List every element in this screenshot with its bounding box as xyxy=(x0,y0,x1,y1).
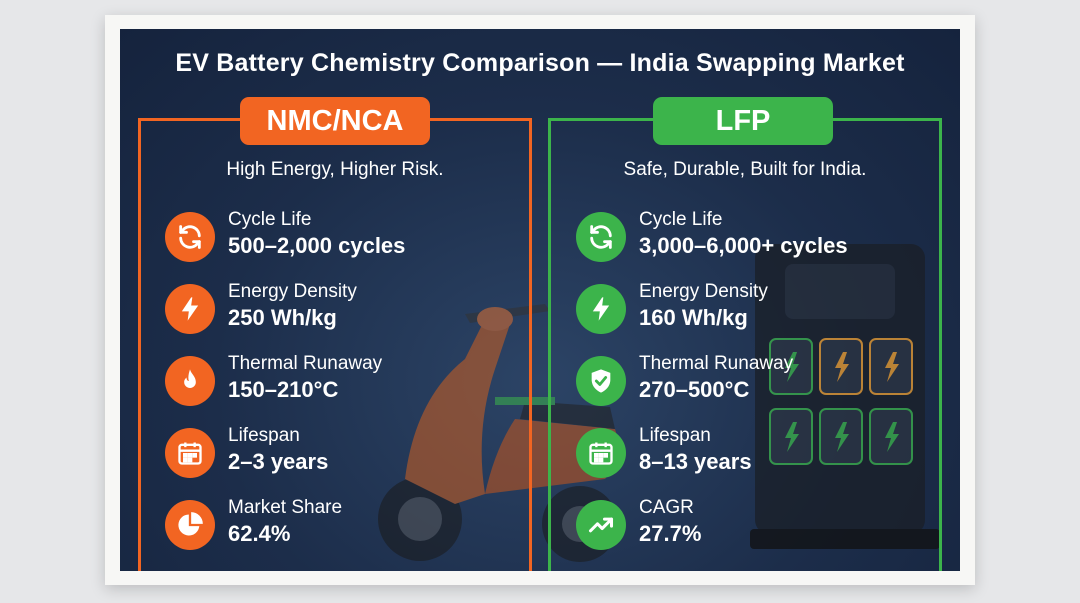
metric-label: CAGR xyxy=(639,497,694,518)
metric-value: 150–210°C xyxy=(228,377,339,402)
lfp-metric-thermal-runaway: Thermal Runaway 270–500°C xyxy=(576,353,916,418)
flame-icon xyxy=(165,356,215,406)
nmc-badge: NMC/NCA xyxy=(240,97,430,145)
nmc-metric-thermal-runaway: Thermal Runaway 150–210°C xyxy=(165,353,505,418)
pie-chart-icon xyxy=(165,500,215,550)
page-title: EV Battery Chemistry Comparison — India … xyxy=(175,49,905,77)
infographic-panel: EV Battery Chemistry Comparison — India … xyxy=(120,29,960,571)
metric-value: 62.4% xyxy=(228,521,291,546)
metric-label: Thermal Runaway xyxy=(228,353,383,374)
lfp-tagline: Safe, Durable, Built for India. xyxy=(623,159,867,180)
shield-check-icon xyxy=(576,356,626,406)
lightning-icon xyxy=(576,284,626,334)
lfp-metric-energy-density: Energy Density 160 Wh/kg xyxy=(576,281,916,346)
metric-label: Market Share xyxy=(228,497,343,518)
trend-up-icon xyxy=(576,500,626,550)
metric-value: 500–2,000 cycles xyxy=(228,233,406,258)
metric-value: 2–3 years xyxy=(228,449,329,474)
nmc-column-border-right xyxy=(529,118,532,571)
lfp-column-border-right xyxy=(939,118,942,571)
nmc-tagline: High Energy, Higher Risk. xyxy=(226,159,444,180)
nmc-metric-energy-density: Energy Density 250 Wh/kg xyxy=(165,281,505,346)
metric-label: Lifespan xyxy=(639,425,711,446)
metric-label: Energy Density xyxy=(228,281,357,302)
lfp-metric-cagr: CAGR 27.7% xyxy=(576,497,916,562)
metric-label: Thermal Runaway xyxy=(639,353,794,374)
nmc-metric-lifespan: Lifespan 2–3 years xyxy=(165,425,505,490)
metric-value: 250 Wh/kg xyxy=(228,305,337,330)
scooter-illustration xyxy=(378,304,619,562)
metric-label: Cycle Life xyxy=(639,209,723,230)
metric-value: 160 Wh/kg xyxy=(639,305,748,330)
nmc-metric-cycle-life: Cycle Life 500–2,000 cycles xyxy=(165,209,505,274)
cycle-icon xyxy=(576,212,626,262)
nmc-metric-market-share: Market Share 62.4% xyxy=(165,497,505,562)
metric-value: 270–500°C xyxy=(639,377,750,402)
lfp-metric-lifespan: Lifespan 8–13 years xyxy=(576,425,916,490)
metric-label: Energy Density xyxy=(639,281,768,302)
lfp-column-border-left xyxy=(548,118,551,571)
lfp-metric-cycle-life: Cycle Life 3,000–6,000+ cycles xyxy=(576,209,916,274)
metric-label: Cycle Life xyxy=(228,209,312,230)
metric-value: 3,000–6,000+ cycles xyxy=(639,233,848,258)
metric-value: 27.7% xyxy=(639,521,702,546)
calendar-icon xyxy=(576,428,626,478)
metric-value: 8–13 years xyxy=(639,449,752,474)
swap-station-illustration xyxy=(750,244,940,549)
nmc-column-border-left xyxy=(138,118,141,571)
calendar-icon xyxy=(165,428,215,478)
lfp-badge: LFP xyxy=(653,97,833,145)
lightning-icon xyxy=(165,284,215,334)
metric-label: Lifespan xyxy=(228,425,300,446)
cycle-icon xyxy=(165,212,215,262)
